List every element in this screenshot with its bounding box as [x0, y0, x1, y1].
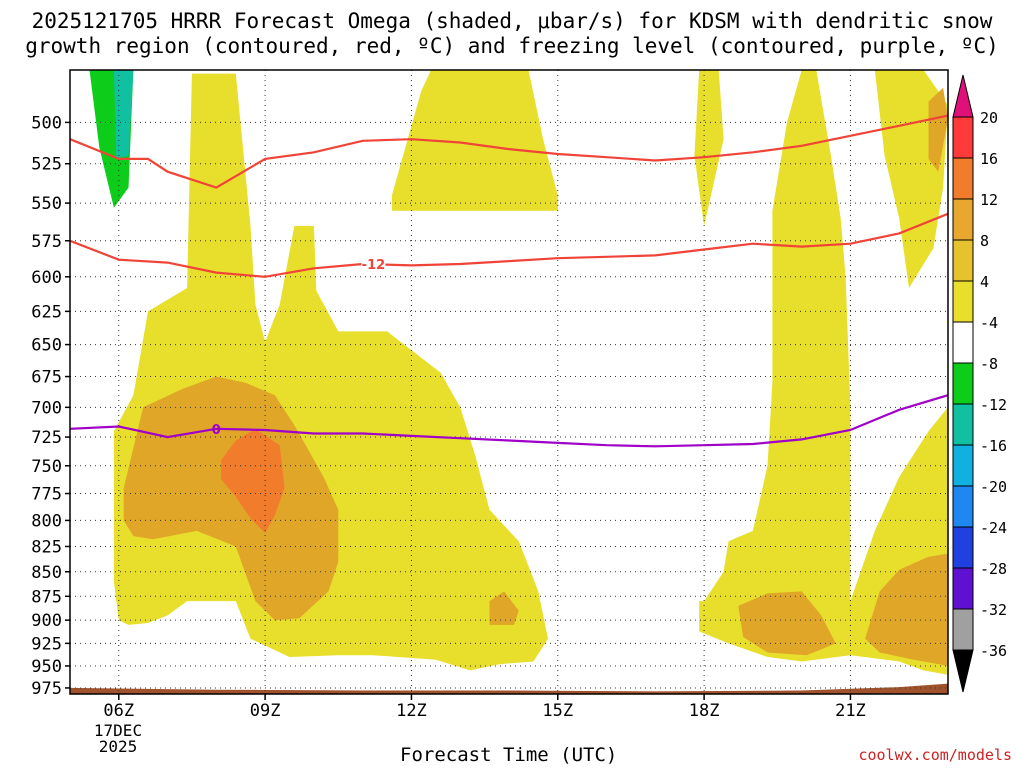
contour-label-bg-12 — [361, 255, 386, 270]
y-tick-label-875: 875 — [31, 587, 62, 607]
colorbar-swatch-2 — [952, 198, 974, 241]
y-tick-label-650: 650 — [31, 336, 62, 356]
omega-region-12 — [113, 70, 134, 159]
terrain-fill — [70, 683, 948, 694]
contour-label-freezing: 0 — [212, 423, 221, 438]
omega-region-9 — [928, 87, 948, 172]
colorbar-swatch-0 — [952, 116, 974, 159]
x-tick-label-12Z: 12Z — [396, 701, 427, 721]
y-tick-label-700: 700 — [31, 398, 62, 418]
omega-region-2 — [694, 70, 724, 226]
x-axis-label: Forecast Time (UTC) — [400, 744, 618, 766]
colorbar-label-0: 20 — [980, 109, 998, 127]
omega-region-8 — [865, 553, 948, 666]
y-tick-label-900: 900 — [31, 611, 62, 631]
colorbar-label-8: -16 — [980, 437, 1007, 455]
y-tick-label-575: 575 — [31, 232, 62, 252]
y-tick-label-800: 800 — [31, 511, 62, 531]
chart-title-line2: growth region (contoured, red, ºC) and f… — [25, 34, 999, 58]
y-tick-label-775: 775 — [31, 485, 62, 505]
x-tick-label-21Z: 21Z — [835, 701, 866, 721]
x-tick-label-18Z: 18Z — [689, 701, 720, 721]
colorbar-swatch-10 — [952, 526, 974, 569]
chart-title-line1: 2025121705 HRRR Forecast Omega (shaded, … — [31, 9, 993, 33]
colorbar-label-13: -36 — [980, 642, 1007, 660]
colorbar-label-1: 16 — [980, 150, 998, 168]
omega-region-1 — [391, 70, 558, 211]
credit-text: coolwx.com/models — [858, 746, 1012, 764]
y-tick-label-600: 600 — [31, 268, 62, 288]
colorbar-label-11: -28 — [980, 560, 1007, 578]
colorbar-top-arrow — [952, 74, 974, 118]
colorbar-label-10: -24 — [980, 519, 1007, 537]
contour-freezing-level — [70, 394, 948, 448]
colorbar-label-5: -4 — [980, 314, 998, 332]
y-tick-label-550: 550 — [31, 194, 62, 214]
y-tick-label-625: 625 — [31, 302, 62, 322]
y-tick-label-675: 675 — [31, 368, 62, 388]
y-tick-label-750: 750 — [31, 457, 62, 477]
colorbar-label-12: -32 — [980, 601, 1007, 619]
colorbar-swatch-7 — [952, 403, 974, 446]
colorbar-swatch-9 — [952, 485, 974, 528]
omega-region-7 — [738, 591, 836, 656]
x-tick-label-15Z: 15Z — [542, 701, 573, 721]
contour-dendritic-lower — [70, 212, 948, 278]
colorbar-swatch-5 — [952, 321, 974, 364]
colorbar-swatch-last — [952, 608, 974, 651]
y-tick-label-525: 525 — [31, 155, 62, 175]
contour-label-dendritic: -12 — [362, 258, 386, 273]
omega-region-5 — [123, 376, 339, 621]
colorbar-swatch-8 — [952, 444, 974, 487]
y-tick-label-950: 950 — [31, 657, 62, 677]
date-label-day: 17DEC — [93, 721, 143, 740]
y-tick-label-925: 925 — [31, 634, 62, 654]
colorbar-swatch-6 — [952, 362, 974, 405]
omega-region-6 — [489, 591, 519, 625]
colorbar-swatch-3 — [952, 239, 974, 282]
colorbar-bottom-arrow — [952, 649, 974, 693]
y-tick-label-500: 500 — [31, 113, 62, 133]
omega-region-3 — [699, 70, 948, 675]
y-tick-label-850: 850 — [31, 563, 62, 583]
colorbar-swatch-11 — [952, 567, 974, 610]
y-tick-label-725: 725 — [31, 428, 62, 448]
omega-region-10 — [221, 428, 285, 533]
colorbar-label-3: 8 — [980, 232, 989, 250]
x-tick-label-09Z: 09Z — [250, 701, 281, 721]
colorbar-swatch-1 — [952, 157, 974, 200]
y-tick-label-975: 975 — [31, 679, 62, 699]
plot-frame — [69, 69, 949, 695]
colorbar-label-4: 4 — [980, 273, 989, 291]
colorbar-label-9: -20 — [980, 478, 1007, 496]
plot-area: -12 0 — [70, 70, 948, 694]
date-label-year: 2025 — [98, 737, 138, 756]
y-tick-label-825: 825 — [31, 537, 62, 557]
colorbar-label-7: -12 — [980, 396, 1007, 414]
contour-dendritic-upper — [70, 114, 948, 189]
colorbar-label-2: 12 — [980, 191, 998, 209]
colorbar-swatch-4 — [952, 280, 974, 323]
date-label: 17DEC 2025 — [88, 723, 148, 755]
colorbar-label-6: -8 — [980, 355, 998, 373]
x-tick-label-06Z: 06Z — [103, 701, 134, 721]
